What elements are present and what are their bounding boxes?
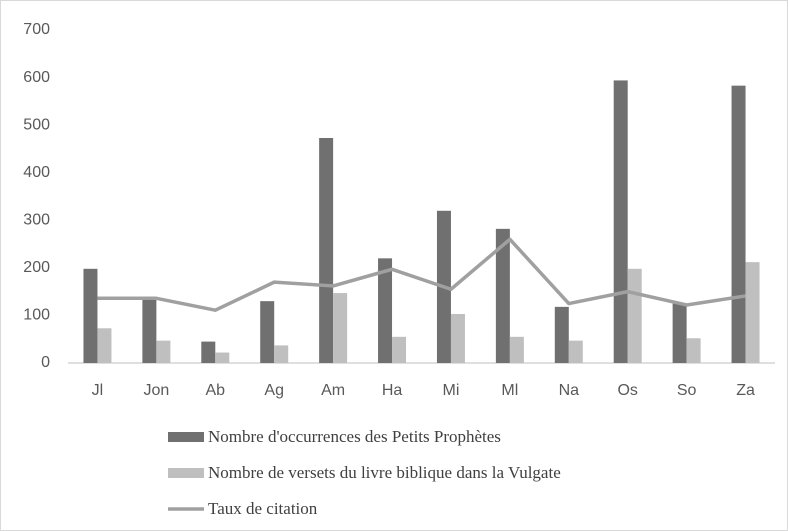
bar <box>201 341 216 363</box>
y-tick-label: 400 <box>23 164 50 181</box>
legend-label: Nombre d'occurrences des Petits Prophète… <box>208 427 501 446</box>
x-tick-label: Mi <box>443 382 460 399</box>
x-tick-label: Jon <box>143 382 169 399</box>
x-tick-label: Na <box>559 382 580 399</box>
bar <box>731 85 746 363</box>
legend-swatch <box>168 432 204 442</box>
x-tick-label: Ml <box>501 382 518 399</box>
y-tick-label: 600 <box>23 69 50 86</box>
x-tick-label: Os <box>617 382 637 399</box>
bar <box>450 314 465 363</box>
bar <box>97 328 112 363</box>
bar <box>333 293 348 363</box>
x-tick-label: So <box>677 382 697 399</box>
x-tick-label: Am <box>321 382 345 399</box>
y-tick-label: 500 <box>23 116 50 133</box>
bar <box>745 262 760 363</box>
y-tick-label: 0 <box>41 354 50 371</box>
bar <box>378 258 393 363</box>
legend-label: Taux de citation <box>208 499 318 518</box>
bar <box>686 338 701 363</box>
x-tick-label: Ag <box>264 382 284 399</box>
y-tick-label: 700 <box>23 21 50 38</box>
bar <box>392 336 407 363</box>
x-tick-label: Za <box>736 382 755 399</box>
bar <box>142 298 157 363</box>
bar <box>554 306 569 363</box>
legend-label: Nombre de versets du livre biblique dans… <box>208 463 561 482</box>
bar <box>319 137 334 363</box>
bar <box>495 228 510 363</box>
x-tick-label: Ha <box>382 382 403 399</box>
bar <box>627 268 642 363</box>
bar <box>83 268 98 363</box>
y-tick-label: 300 <box>23 212 50 229</box>
bar <box>509 336 524 363</box>
bar <box>260 301 275 363</box>
legend-swatch <box>168 468 204 478</box>
line <box>97 237 746 312</box>
bar <box>215 352 230 363</box>
y-tick-label: 100 <box>23 307 50 324</box>
x-tick-label: Jl <box>92 382 104 399</box>
y-tick-label: 200 <box>23 259 50 276</box>
bar <box>156 340 171 363</box>
bar <box>672 303 687 363</box>
x-tick-label: Ab <box>206 382 226 399</box>
bar <box>613 80 628 363</box>
bar <box>274 345 289 363</box>
bar <box>568 340 583 363</box>
